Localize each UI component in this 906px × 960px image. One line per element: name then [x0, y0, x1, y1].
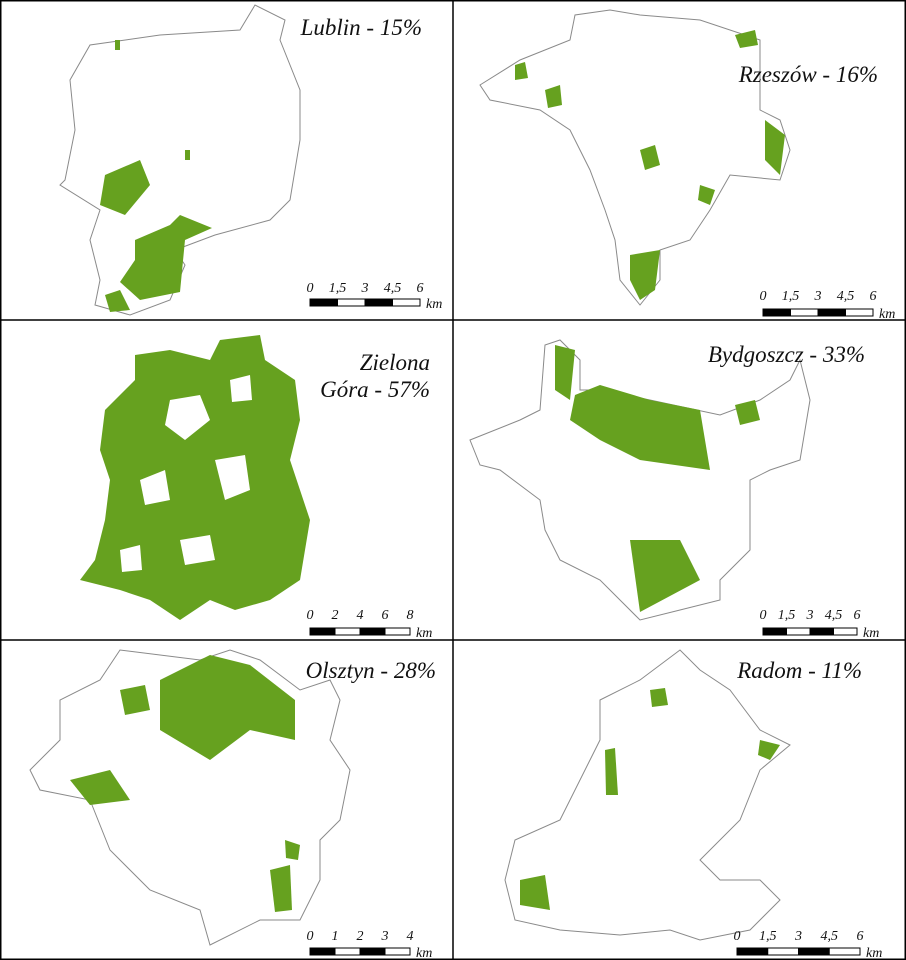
scale-segment [798, 947, 830, 956]
scale-label: 6 [854, 608, 861, 623]
scale-label: 6 [382, 608, 389, 623]
scale-label: 1,5 [329, 281, 347, 296]
scale-segment [309, 627, 336, 636]
scale-label: 1,5 [782, 289, 800, 304]
scale-segment [786, 627, 811, 636]
scale-segment [334, 947, 361, 956]
map-zielona-gora [80, 335, 310, 620]
scale-segment [790, 308, 819, 317]
scale-label: 1 [332, 929, 339, 944]
map-bydgoszcz [469, 339, 811, 621]
scale-label: 0 [760, 289, 767, 304]
scale-unit: km [416, 946, 432, 960]
scale-segment [309, 947, 336, 956]
scale-label: 4,5 [821, 929, 839, 944]
scale-label: 0 [760, 608, 767, 623]
panel-title: Góra - 57% [320, 377, 430, 402]
scale-segment [384, 627, 411, 636]
scale-label: 0 [307, 929, 314, 944]
scale-segment [817, 308, 846, 317]
scale-segment [736, 947, 769, 956]
scale-label: 3 [381, 929, 389, 944]
scale-label: 2 [357, 929, 364, 944]
scale-segment [359, 947, 386, 956]
panel-title: Radom - 11% [736, 658, 862, 683]
scale-segment [392, 298, 421, 307]
scale-label: 4,5 [384, 281, 402, 296]
scale-label: 8 [407, 608, 414, 623]
scale-segment [337, 298, 366, 307]
scale-label: 3 [794, 929, 802, 944]
scale-label: 3 [806, 608, 814, 623]
scale-segment [767, 947, 799, 956]
map-rzeszow [479, 9, 791, 306]
scale-unit: km [866, 946, 882, 960]
panel-title: Bydgoszcz - 33% [708, 342, 865, 367]
scale-label: 1,5 [759, 929, 777, 944]
panel-title: Zielona [360, 350, 430, 375]
map-radom [504, 649, 791, 941]
scale-label: 3 [361, 281, 369, 296]
scale-unit: km [416, 626, 432, 641]
scale-label: 3 [814, 289, 822, 304]
scale-label: 0 [307, 281, 314, 296]
scale-label: 4,5 [825, 608, 843, 623]
scale-label: 0 [307, 608, 314, 623]
scale-label: 6 [870, 289, 877, 304]
scale-label: 6 [857, 929, 864, 944]
scale-segment [334, 627, 361, 636]
scale-segment [762, 308, 791, 317]
scale-segment [809, 627, 834, 636]
panel-title: Lublin - 15% [300, 15, 422, 40]
map-olsztyn [29, 649, 351, 946]
scale-segment [364, 298, 393, 307]
map-lublin [59, 4, 301, 316]
scale-label: 4,5 [837, 289, 855, 304]
scale-segment [762, 627, 787, 636]
scale-label: 4 [357, 608, 364, 623]
scale-label: 6 [417, 281, 424, 296]
scale-unit: km [879, 307, 895, 322]
scale-label: 0 [734, 929, 741, 944]
scale-unit: km [426, 297, 442, 312]
scale-unit: km [863, 626, 879, 641]
scale-segment [359, 627, 386, 636]
scale-segment [833, 627, 858, 636]
panel-title: Olsztyn - 28% [306, 658, 436, 683]
scale-segment [384, 947, 411, 956]
scale-segment [828, 947, 861, 956]
panel-title: Rzeszów - 16% [738, 62, 878, 87]
scale-segment [845, 308, 874, 317]
scale-label: 2 [332, 608, 339, 623]
scale-segment [309, 298, 338, 307]
scale-label: 1,5 [778, 608, 796, 623]
scale-label: 4 [407, 929, 414, 944]
